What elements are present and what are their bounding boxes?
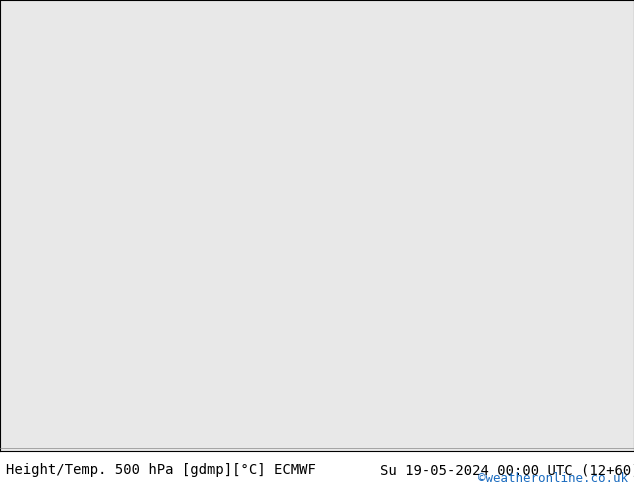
- Text: Height/Temp. 500 hPa [gdmp][°C] ECMWF: Height/Temp. 500 hPa [gdmp][°C] ECMWF: [6, 464, 316, 477]
- Text: ©weatheronline.co.uk: ©weatheronline.co.uk: [477, 472, 628, 485]
- Text: Su 19-05-2024 00:00 UTC (12+60): Su 19-05-2024 00:00 UTC (12+60): [380, 464, 634, 477]
